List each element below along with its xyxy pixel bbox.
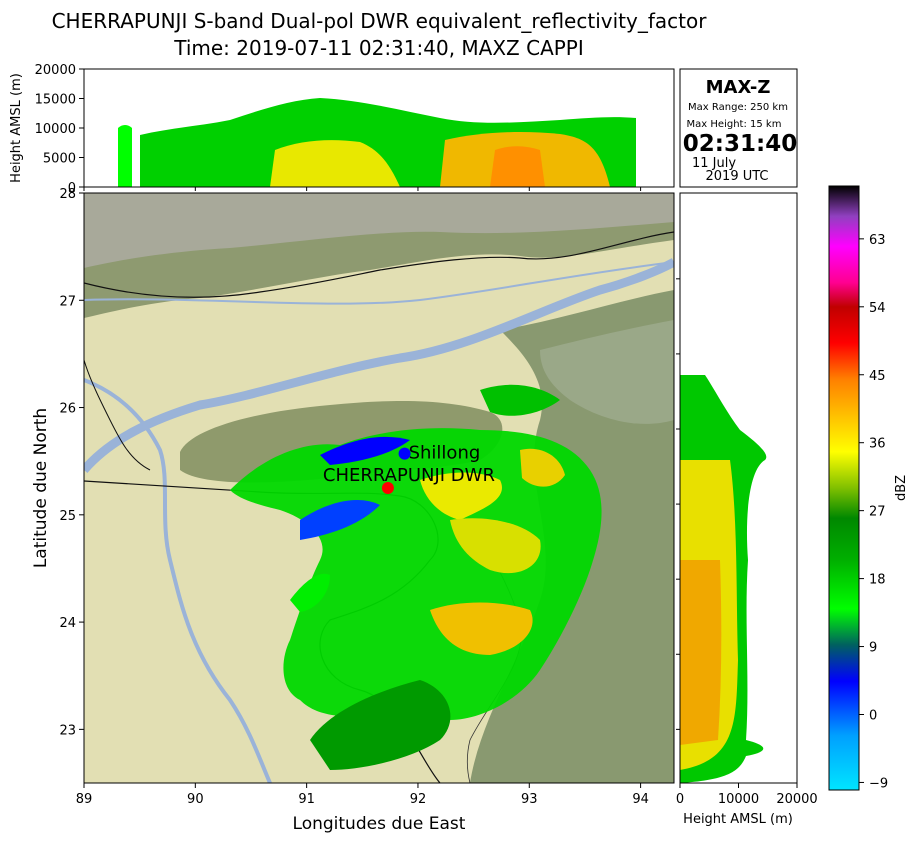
terrain-east-ridge	[540, 320, 674, 424]
echo-orange-1	[430, 602, 533, 655]
top-y-label: Height AMSL (m)	[9, 73, 24, 183]
colorbar-tick-label: 9	[869, 641, 877, 656]
top-panel	[84, 69, 674, 187]
colorbar-tick-label: −9	[869, 776, 888, 791]
top-y-tick-label: 0	[68, 181, 76, 196]
echo-green	[230, 428, 602, 732]
echo-darkgreen	[310, 680, 451, 770]
border-north	[84, 231, 674, 298]
main-x-tick-label: 89	[76, 792, 93, 807]
echo-yellow-3	[520, 448, 565, 487]
colorbar-tick-label: 45	[869, 369, 886, 384]
top-y-ticks: 0 5000 10000 15000 20000	[35, 63, 84, 196]
colorbar-tick-label: 0	[869, 709, 877, 724]
info-max-height: Max Height: 15 km	[687, 119, 782, 130]
map-frame	[83, 192, 675, 784]
right-echo-3	[680, 560, 722, 745]
main-y-tick-label: 24	[59, 616, 76, 631]
top-y-tick-label: 10000	[35, 122, 76, 137]
colorbar-tick-label: 63	[869, 233, 886, 248]
echo-blue-1	[300, 500, 380, 540]
river-brahmaputra	[84, 258, 674, 473]
colorbar-tick-label: 18	[869, 573, 886, 588]
info-title: MAX-Z	[706, 77, 771, 98]
right-x-tick-label: 0	[676, 792, 684, 807]
main-y-tick-label: 25	[59, 509, 76, 524]
echo-blue-2	[320, 436, 410, 465]
map-point-label: CHERRAPUNJI DWR	[323, 465, 495, 486]
top-x-ticks	[83, 187, 642, 191]
info-time: 02:31:40	[683, 131, 797, 157]
main-x-label: Longitudes due East	[293, 814, 466, 834]
top-echo-5	[490, 146, 545, 187]
main-y-tick-label: 23	[59, 723, 76, 738]
map-point-label: Shillong	[409, 443, 481, 464]
info-year: 2019 UTC	[706, 169, 769, 184]
border-west	[84, 359, 151, 471]
main-y-ticks: 23 24 25 26 27 28	[59, 187, 84, 738]
top-y-tick-label: 15000	[35, 93, 76, 108]
colorbar-tick-label: 36	[869, 437, 886, 452]
right-x-label: Height AMSL (m)	[683, 812, 793, 827]
right-x-tick-label: 20000	[776, 792, 817, 807]
main-y-label: Latitude due North	[31, 408, 51, 568]
map-point-marker	[398, 447, 411, 460]
radar-echoes	[230, 384, 602, 770]
info-box: MAX-Z Max Range: 250 km Max Height: 15 k…	[679, 68, 798, 188]
echo-yellow-1	[420, 472, 502, 520]
main-x-tick-label: 90	[187, 792, 204, 807]
chart-title: CHERRAPUNJI S-band Dual-pol DWR equivale…	[52, 9, 708, 33]
colorbar-ticks: −9 0 9 18 27 36 45 54 63	[859, 233, 888, 791]
main-x-ticks: 89 90 91 92 93 94	[76, 783, 649, 807]
top-y-tick-label: 20000	[35, 63, 76, 78]
colorbar	[828, 185, 860, 791]
info-box-frame	[679, 68, 798, 188]
river-south	[84, 378, 272, 783]
right-x-ticks: 0 10000 20000	[676, 783, 818, 807]
top-echo-3	[270, 140, 400, 187]
map-point-marker	[381, 482, 394, 494]
echo-yellow-2	[450, 518, 541, 574]
info-max-range: Max Range: 250 km	[688, 102, 788, 113]
right-y-ticks	[676, 278, 680, 730]
main-x-tick-label: 94	[632, 792, 649, 807]
right-x-tick-label: 10000	[718, 792, 759, 807]
river-north	[84, 261, 674, 305]
colorbar-tick-label: 27	[869, 505, 886, 520]
echo-green-3	[480, 384, 560, 416]
main-y-tick-label: 28	[59, 187, 76, 202]
colorbar-label: dBZ	[894, 475, 909, 501]
top-echo-1	[118, 125, 132, 187]
colorbar-tick-label: 54	[869, 301, 886, 316]
info-date: 11 July	[692, 156, 736, 171]
main-x-tick-label: 92	[410, 792, 427, 807]
main-y-tick-label: 26	[59, 402, 76, 417]
terrain-north-high	[84, 193, 674, 268]
right-panel	[680, 193, 797, 783]
chart-subtitle: Time: 2019-07-11 02:31:40, MAXZ CAPPI	[173, 36, 584, 60]
main-x-tick-label: 93	[521, 792, 538, 807]
echo-green-2	[290, 573, 330, 612]
top-y-tick-label: 5000	[43, 152, 76, 167]
main-x-tick-label: 91	[298, 792, 315, 807]
main-y-tick-label: 27	[59, 294, 76, 309]
